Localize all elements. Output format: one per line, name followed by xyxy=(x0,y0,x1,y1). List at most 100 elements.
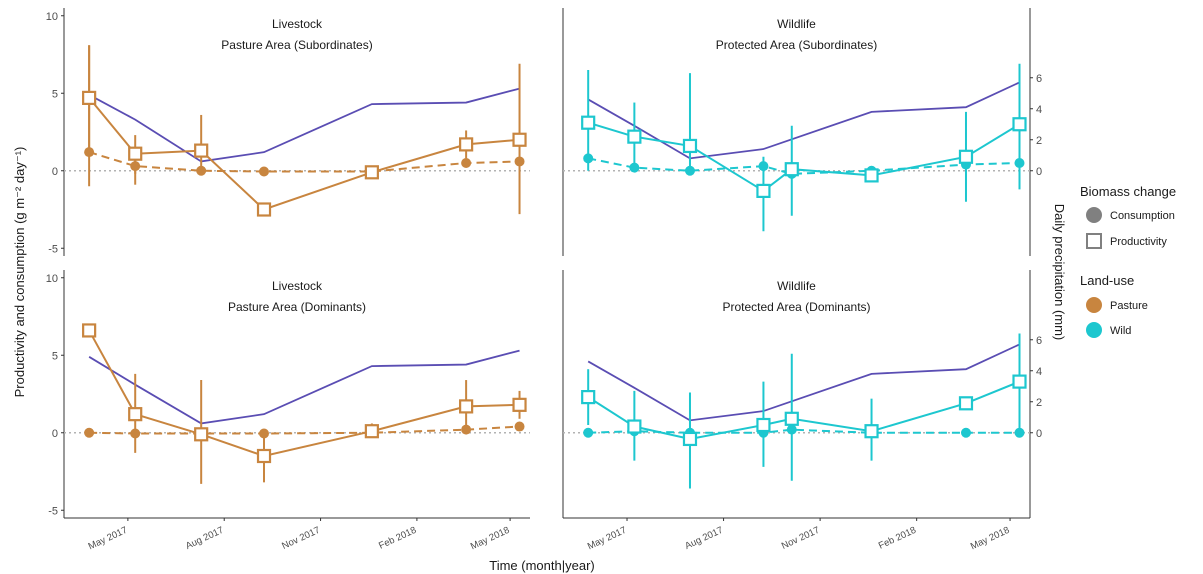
x-tick-label: Nov 2017 xyxy=(280,525,322,552)
productivity-point xyxy=(256,202,272,217)
x-tick-label: May 2017 xyxy=(586,525,628,553)
consumption-point xyxy=(130,428,141,439)
productivity-point xyxy=(128,146,143,161)
productivity-point xyxy=(682,138,698,154)
productivity-point xyxy=(128,407,143,422)
productivity-point xyxy=(784,162,799,177)
legend-wild-label: Wild xyxy=(1110,325,1131,337)
productivity-point xyxy=(364,424,379,439)
precip-tick-label: 0 xyxy=(1036,166,1042,178)
productivity-point xyxy=(512,397,527,412)
panels: Livestock Pasture Area (Subordinates) 10 5 0… xyxy=(46,8,1042,552)
productivity-point xyxy=(627,419,642,434)
consumption-point xyxy=(130,161,141,172)
y-tick-label: 0 xyxy=(52,166,58,178)
productivity-point xyxy=(459,137,474,152)
consumption-line xyxy=(588,428,1020,434)
y-tick-label: -5 xyxy=(48,243,58,255)
panel-title-line1: Wildlife xyxy=(777,279,816,293)
consumption-point xyxy=(583,153,594,164)
productivity-point xyxy=(512,132,527,147)
consumption-line xyxy=(88,151,520,173)
y-tick-label: 5 xyxy=(52,350,58,362)
precipitation-line xyxy=(88,349,520,425)
panel-bottom-left: Livestock Pasture Area (Dominants) 10 5 0 -5 M… xyxy=(46,270,530,552)
productivity-point xyxy=(756,183,771,198)
productivity-point xyxy=(82,90,97,106)
legend-productivity-label: Productivity xyxy=(1110,236,1167,248)
precip-tick-label: 2 xyxy=(1036,135,1042,147)
consumption-point xyxy=(259,428,270,439)
consumption-point xyxy=(84,427,95,438)
legend-productivity-key xyxy=(1086,233,1102,249)
legend-consumption-key xyxy=(1086,207,1102,223)
panel-title-line2: Protected Area (Subordinates) xyxy=(716,38,877,52)
precip-tick-label: 4 xyxy=(1036,366,1042,378)
productivity-point xyxy=(958,396,974,411)
legend-wild-key xyxy=(1086,322,1102,338)
y-tick-label: 5 xyxy=(52,88,58,100)
productivity-point xyxy=(194,143,209,158)
panel-bottom-right: Wildlife Protected Area (Dominants) 6 4 2 0 Ma… xyxy=(562,270,1042,553)
panel-top-right: Wildlife Protected Area (Subordinates) 6 4 2… xyxy=(562,8,1042,256)
consumption-point xyxy=(1014,158,1025,168)
consumption-point xyxy=(583,427,594,438)
consumption-point xyxy=(259,166,270,177)
productivity-point xyxy=(256,448,272,464)
y-axis-title-left: Productivity and consumption (g m⁻² day⁻… xyxy=(12,147,27,398)
consumption-point xyxy=(684,165,695,176)
precip-tick-label: 6 xyxy=(1036,73,1042,85)
consumption-point xyxy=(1014,427,1025,438)
productivity-point xyxy=(864,168,879,183)
productivity-point xyxy=(364,165,379,180)
consumption-point xyxy=(786,424,797,435)
productivity-point xyxy=(864,424,879,439)
consumption-point xyxy=(514,156,525,167)
legend-pasture-key xyxy=(1086,297,1102,313)
y-tick-label: 10 xyxy=(46,273,58,285)
productivity-point xyxy=(756,417,771,433)
x-tick-label: Nov 2017 xyxy=(780,525,822,552)
panel-title-line1: Livestock xyxy=(272,279,323,293)
y-tick-label: -5 xyxy=(48,505,58,517)
productivity-point xyxy=(194,427,209,442)
consumption-point xyxy=(461,158,472,168)
panel-title-line2: Pasture Area (Dominants) xyxy=(228,300,366,314)
consumption-point xyxy=(514,421,525,432)
productivity-point xyxy=(958,149,974,164)
x-tick-label: May 2017 xyxy=(87,525,129,553)
legend-title-landuse: Land-use xyxy=(1080,273,1134,288)
x-tick-label: Aug 2017 xyxy=(683,525,725,552)
productivity-point xyxy=(459,399,474,414)
precipitation-line xyxy=(587,343,1020,422)
y-tick-label: 0 xyxy=(52,428,58,440)
consumption-point xyxy=(758,161,769,172)
productivity-line xyxy=(88,97,520,211)
consumption-point xyxy=(629,162,640,173)
x-tick-label: Feb 2018 xyxy=(877,525,918,552)
productivity-point xyxy=(581,115,596,130)
productivity-line xyxy=(88,329,520,458)
productivity-point xyxy=(581,390,596,405)
x-tick-label: Feb 2018 xyxy=(377,525,418,552)
productivity-point xyxy=(82,323,97,338)
panel-title-line1: Livestock xyxy=(272,17,323,31)
y-tick-label: 10 xyxy=(46,11,58,23)
consumption-point xyxy=(196,165,207,176)
legend-title-biomass: Biomass change xyxy=(1080,184,1176,199)
consumption-point xyxy=(960,427,971,438)
productivity-point xyxy=(1012,117,1027,132)
consumption-point xyxy=(84,147,95,158)
precipitation-line xyxy=(587,81,1020,160)
productivity-point xyxy=(627,129,642,144)
consumption-point xyxy=(461,424,472,435)
productivity-line xyxy=(587,380,1020,440)
panel-title-line2: Pasture Area (Subordinates) xyxy=(221,38,372,52)
precip-tick-label: 4 xyxy=(1036,104,1042,116)
x-tick-label: May 2018 xyxy=(969,525,1011,553)
panel-title-line1: Wildlife xyxy=(777,17,816,31)
x-tick-label: May 2018 xyxy=(469,525,511,553)
x-tick-label: Aug 2017 xyxy=(184,525,226,552)
precip-tick-label: 6 xyxy=(1036,335,1042,347)
legend-pasture-label: Pasture xyxy=(1110,300,1148,312)
